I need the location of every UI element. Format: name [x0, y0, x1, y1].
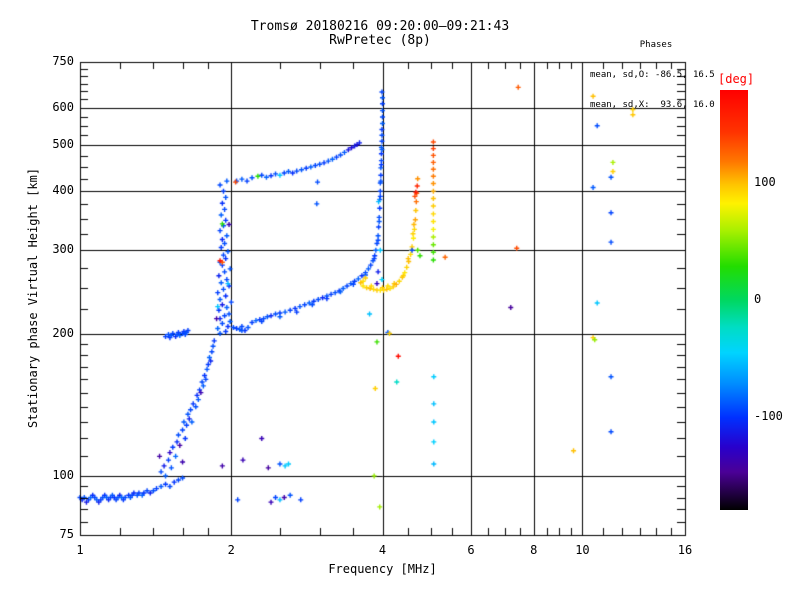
y-tick-label: 750	[52, 54, 74, 68]
phases-summary: Phases mean, sd,O: -86.5, 16.5 mean, sd,…	[590, 20, 722, 120]
y-tick-label: 500	[52, 137, 74, 152]
x-axis-title: Frequency [MHz]	[328, 562, 437, 576]
colorbar-tick-label: 0	[754, 292, 762, 306]
x-tick-label: 1	[76, 543, 84, 557]
x-tick-label: 6	[467, 543, 475, 557]
x-tick-label: 16	[677, 543, 693, 557]
phases-mean-o: mean, sd,O: -86.5, 16.5	[590, 70, 715, 80]
y-tick-label: 200	[52, 325, 74, 340]
chart-subtitle: RwPretec (8p)	[329, 33, 431, 48]
phases-heading: Phases	[639, 40, 673, 50]
y-tick-label: 300	[52, 242, 74, 257]
y-tick-label: 75	[59, 527, 74, 541]
phases-mean-x: mean, sd,X: 93.6, 16.0	[590, 100, 715, 110]
y-axis-title: Stationary phase Virtual Height [km]	[26, 167, 40, 429]
y-tick-label: 400	[52, 183, 74, 198]
colorbar-tick-label: -100	[754, 408, 783, 423]
colorbar-tick-label: 100	[754, 175, 776, 190]
x-tick-label: 10	[575, 543, 590, 557]
y-tick-label: 600	[52, 99, 74, 114]
x-tick-label: 8	[530, 543, 538, 557]
x-tick-label: 2	[227, 543, 235, 557]
chart-title: Tromsø 20180216 09:20:00–09:21:43	[250, 19, 510, 34]
colorbar-unit-label: [deg]	[718, 72, 755, 86]
colorbar-gradient	[720, 90, 748, 510]
y-tick-label: 100	[52, 467, 74, 482]
x-tick-label: 4	[378, 543, 387, 557]
